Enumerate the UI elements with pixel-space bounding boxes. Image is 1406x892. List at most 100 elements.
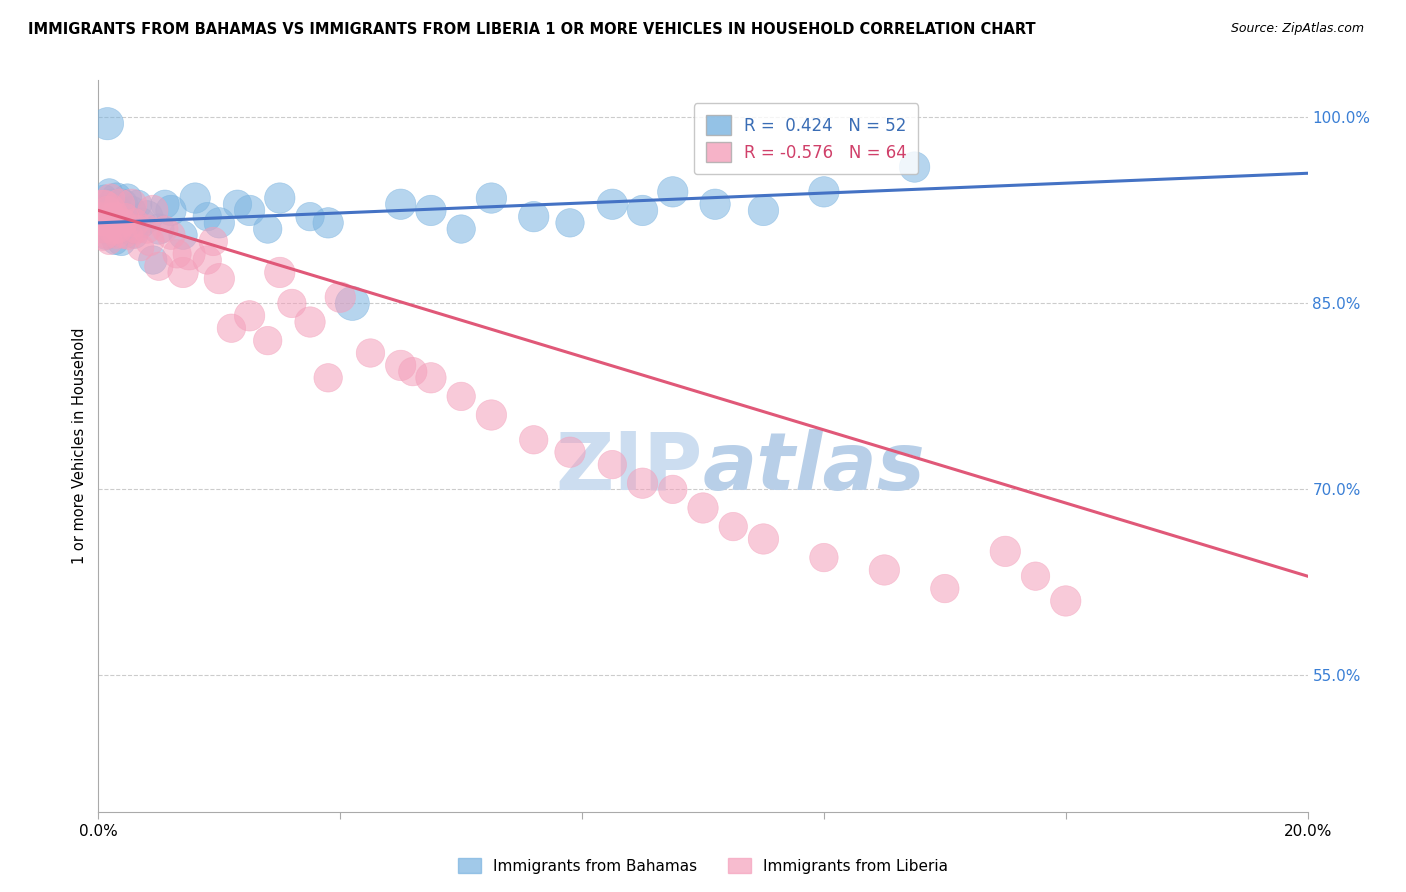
Point xyxy=(94,216,117,230)
Point xyxy=(93,197,115,211)
Point xyxy=(142,203,165,218)
Point xyxy=(1054,594,1077,608)
Point xyxy=(107,222,129,236)
Point xyxy=(121,203,143,218)
Text: Source: ZipAtlas.com: Source: ZipAtlas.com xyxy=(1230,22,1364,36)
Point xyxy=(221,321,243,335)
Point xyxy=(704,197,727,211)
Point xyxy=(160,228,183,243)
Point xyxy=(299,315,322,329)
Point xyxy=(111,197,134,211)
Point xyxy=(118,222,141,236)
Point xyxy=(108,197,131,211)
Point xyxy=(184,191,207,205)
Point xyxy=(316,216,339,230)
Point xyxy=(160,203,183,218)
Point xyxy=(117,191,139,205)
Point xyxy=(256,334,278,348)
Point xyxy=(450,389,472,403)
Point xyxy=(112,216,135,230)
Point xyxy=(195,210,218,224)
Point xyxy=(98,235,121,249)
Point xyxy=(153,222,176,236)
Point xyxy=(93,216,115,230)
Point xyxy=(104,235,127,249)
Point xyxy=(481,408,503,422)
Point xyxy=(142,253,165,268)
Point xyxy=(105,228,128,243)
Point xyxy=(172,265,194,279)
Point xyxy=(239,203,262,218)
Text: atlas: atlas xyxy=(703,429,925,507)
Point xyxy=(90,210,112,224)
Point xyxy=(135,222,157,236)
Point xyxy=(90,203,112,218)
Point xyxy=(239,309,262,323)
Point xyxy=(269,191,291,205)
Point xyxy=(114,210,136,224)
Point xyxy=(523,210,546,224)
Legend: Immigrants from Bahamas, Immigrants from Liberia: Immigrants from Bahamas, Immigrants from… xyxy=(451,852,955,880)
Point xyxy=(602,458,624,472)
Point xyxy=(105,191,128,205)
Point xyxy=(934,582,956,596)
Point xyxy=(1024,569,1046,583)
Point xyxy=(96,228,118,243)
Point xyxy=(402,365,425,379)
Point xyxy=(752,203,775,218)
Point xyxy=(91,210,114,224)
Point xyxy=(91,228,114,243)
Point xyxy=(124,228,146,243)
Point xyxy=(523,433,546,447)
Point xyxy=(208,271,231,285)
Point xyxy=(118,228,141,243)
Point xyxy=(631,203,654,218)
Point xyxy=(195,253,218,268)
Point xyxy=(299,210,322,224)
Point xyxy=(202,235,225,249)
Point xyxy=(631,476,654,491)
Point xyxy=(148,259,170,273)
Point xyxy=(135,210,157,224)
Point xyxy=(103,222,125,236)
Point xyxy=(100,191,122,205)
Point xyxy=(172,228,194,243)
Point xyxy=(602,197,624,211)
Point xyxy=(94,228,117,243)
Point xyxy=(208,216,231,230)
Y-axis label: 1 or more Vehicles in Household: 1 or more Vehicles in Household xyxy=(72,327,87,565)
Point xyxy=(100,197,122,211)
Point xyxy=(139,235,162,249)
Point xyxy=(148,222,170,236)
Point xyxy=(661,185,683,199)
Legend: R =  0.424   N = 52, R = -0.576   N = 64: R = 0.424 N = 52, R = -0.576 N = 64 xyxy=(695,103,918,174)
Point xyxy=(450,222,472,236)
Point xyxy=(129,216,152,230)
Point xyxy=(125,222,148,236)
Point xyxy=(93,191,115,205)
Point xyxy=(100,216,122,230)
Point xyxy=(752,532,775,546)
Point xyxy=(420,371,443,385)
Point xyxy=(813,185,835,199)
Point xyxy=(360,346,382,360)
Text: ZIP: ZIP xyxy=(555,429,703,507)
Point xyxy=(166,247,188,261)
Point xyxy=(558,445,581,459)
Point xyxy=(104,210,127,224)
Point xyxy=(96,203,118,218)
Point xyxy=(107,222,129,236)
Point xyxy=(994,544,1017,558)
Point xyxy=(316,371,339,385)
Point xyxy=(329,290,352,304)
Point xyxy=(91,222,114,236)
Point xyxy=(129,241,152,255)
Point xyxy=(226,197,249,211)
Text: IMMIGRANTS FROM BAHAMAS VS IMMIGRANTS FROM LIBERIA 1 OR MORE VEHICLES IN HOUSEHO: IMMIGRANTS FROM BAHAMAS VS IMMIGRANTS FR… xyxy=(28,22,1036,37)
Point xyxy=(692,500,714,515)
Point xyxy=(389,197,412,211)
Point xyxy=(96,117,118,131)
Point xyxy=(281,296,304,310)
Point xyxy=(111,216,134,230)
Point xyxy=(110,235,132,249)
